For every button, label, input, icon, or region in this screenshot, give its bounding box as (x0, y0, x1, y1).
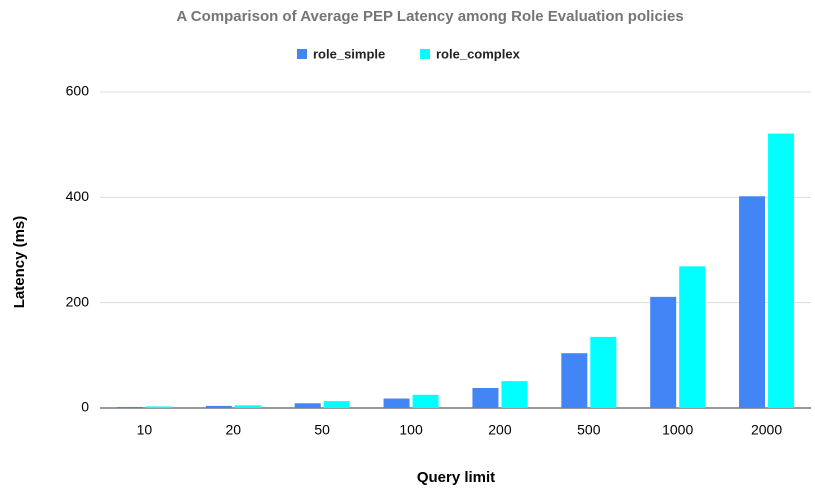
bar (768, 133, 795, 408)
x-tick-label: 100 (399, 422, 423, 438)
bar (145, 406, 172, 408)
y-tick-label: 600 (66, 83, 90, 99)
x-tick-label: 500 (577, 422, 601, 438)
y-tick-label: 200 (66, 293, 90, 309)
bar (294, 403, 321, 408)
bar (383, 398, 410, 408)
x-tick-label: 50 (314, 422, 330, 438)
chart-title: A Comparison of Average PEP Latency amon… (176, 8, 683, 25)
bar (205, 405, 232, 408)
bar (739, 196, 766, 408)
legend-label: role_complex (436, 46, 521, 61)
x-tick-label: 200 (488, 422, 512, 438)
x-axis-title: Query limit (417, 469, 495, 486)
legend-swatch (297, 49, 307, 59)
x-tick-label: 20 (226, 422, 242, 438)
bar (323, 401, 350, 408)
bar (650, 296, 677, 408)
bar (234, 405, 261, 408)
bar (412, 394, 439, 408)
bar (679, 266, 706, 408)
x-tick-label: 2000 (751, 422, 782, 438)
bar (501, 381, 528, 408)
y-tick-label: 0 (81, 399, 89, 415)
bar (116, 406, 143, 408)
x-tick-label: 10 (137, 422, 153, 438)
bar (561, 353, 588, 408)
x-tick-label: 1000 (662, 422, 693, 438)
bar (472, 387, 499, 408)
y-tick-label: 400 (66, 188, 90, 204)
bar (590, 336, 617, 408)
legend-label: role_simple (313, 46, 385, 61)
legend-swatch (420, 49, 430, 59)
y-axis-title: Latency (ms) (11, 216, 28, 309)
